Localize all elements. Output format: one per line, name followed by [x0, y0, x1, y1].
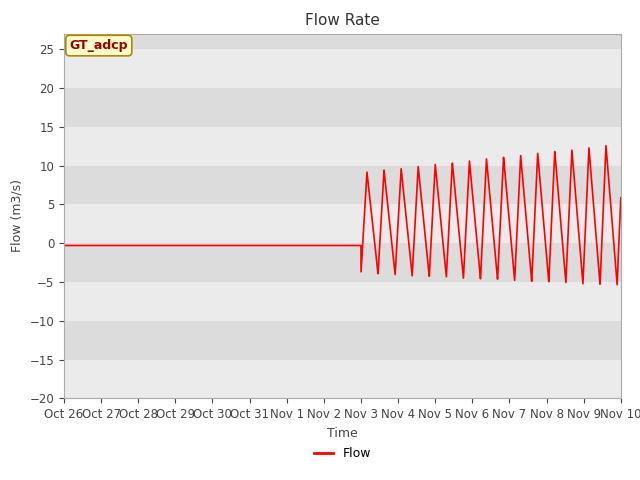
X-axis label: Time: Time	[327, 427, 358, 440]
Bar	[64, 49, 621, 88]
Bar	[64, 34, 621, 49]
Bar	[64, 360, 621, 398]
Legend: Flow: Flow	[308, 442, 376, 465]
Bar	[64, 88, 621, 127]
Bar	[64, 204, 621, 243]
Bar	[64, 127, 621, 166]
Bar	[64, 321, 621, 360]
Y-axis label: Flow (m3/s): Flow (m3/s)	[11, 180, 24, 252]
Title: Flow Rate: Flow Rate	[305, 13, 380, 28]
Bar	[64, 282, 621, 321]
Bar	[64, 166, 621, 204]
Bar	[64, 243, 621, 282]
Text: GT_adcp: GT_adcp	[70, 39, 128, 52]
